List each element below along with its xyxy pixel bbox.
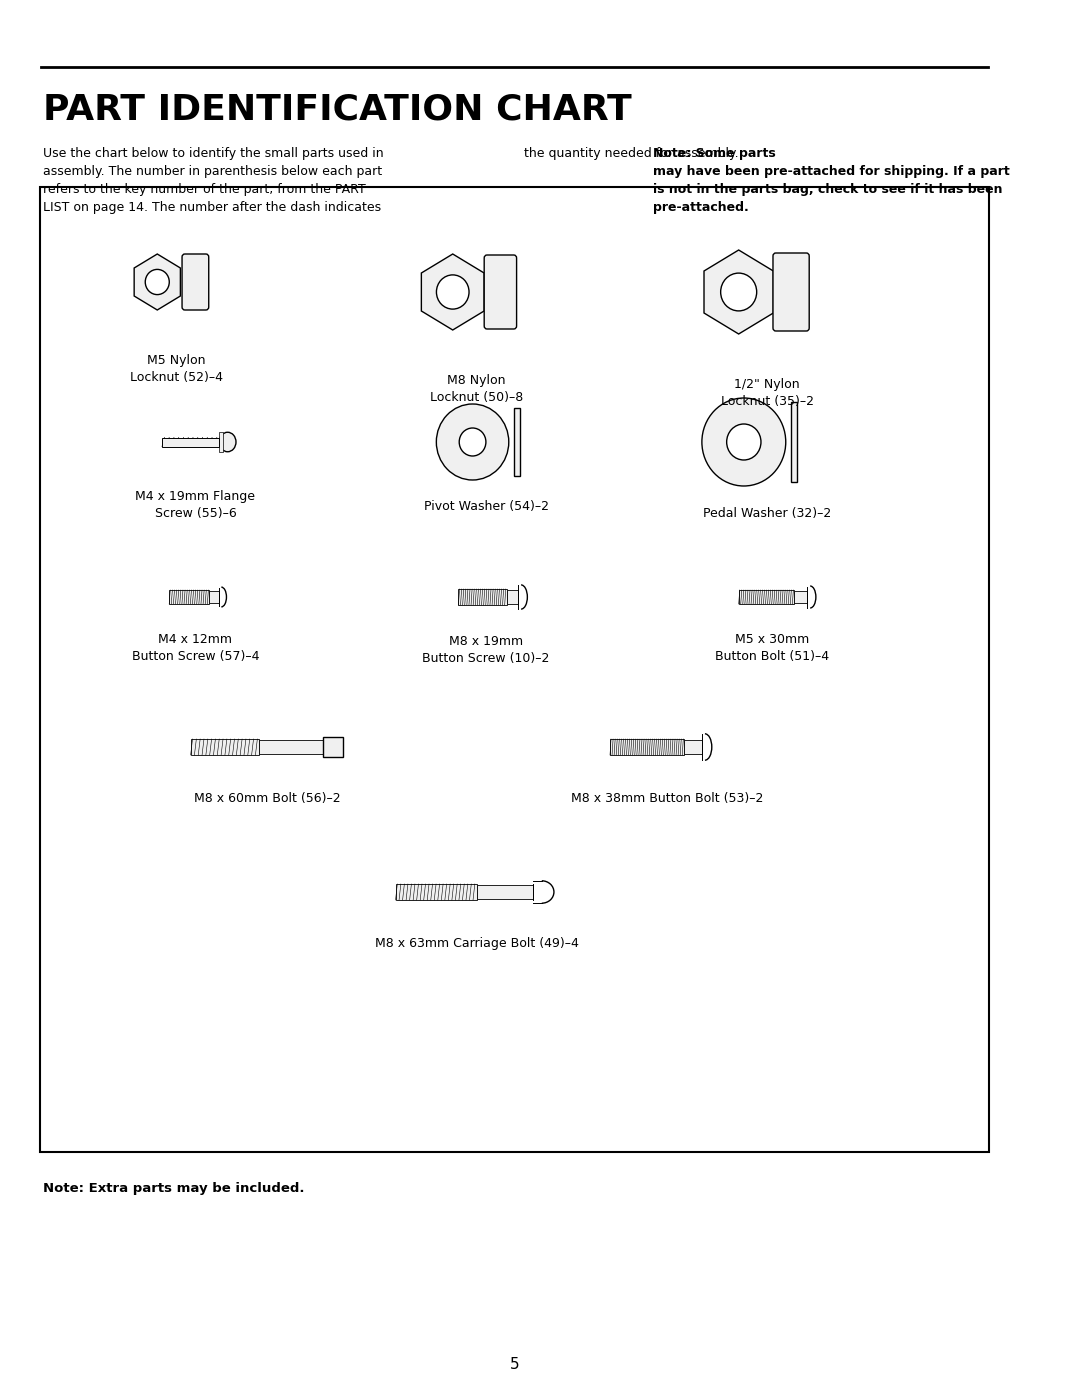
Circle shape <box>145 270 170 295</box>
Circle shape <box>702 398 786 486</box>
Bar <box>739 590 795 604</box>
Circle shape <box>459 427 486 455</box>
Text: M5 Nylon
Locknut (52)–4: M5 Nylon Locknut (52)–4 <box>130 353 222 384</box>
Text: M8 Nylon
Locknut (50)–8: M8 Nylon Locknut (50)–8 <box>430 374 523 404</box>
Text: M8 x 19mm
Button Screw (10)–2: M8 x 19mm Button Screw (10)–2 <box>422 636 550 665</box>
Bar <box>259 740 323 754</box>
FancyBboxPatch shape <box>791 402 797 482</box>
Bar <box>210 591 219 604</box>
Circle shape <box>720 272 757 312</box>
Text: M5 x 30mm
Button Bolt (51)–4: M5 x 30mm Button Bolt (51)–4 <box>715 633 829 664</box>
Bar <box>795 591 807 604</box>
Text: the quantity needed for assembly.: the quantity needed for assembly. <box>524 147 743 161</box>
Text: M8 x 63mm Carriage Bolt (49)–4: M8 x 63mm Carriage Bolt (49)–4 <box>375 937 579 950</box>
Polygon shape <box>134 254 180 310</box>
Text: Note: Some parts
may have been pre-attached for shipping. If a part
is not in th: Note: Some parts may have been pre-attac… <box>653 147 1010 214</box>
Bar <box>219 432 222 451</box>
Text: 5: 5 <box>510 1356 519 1372</box>
Circle shape <box>436 404 509 481</box>
FancyBboxPatch shape <box>514 408 521 476</box>
Bar <box>170 590 210 604</box>
Polygon shape <box>704 250 773 334</box>
Ellipse shape <box>219 432 237 451</box>
Bar <box>476 886 534 898</box>
Bar <box>162 437 219 447</box>
Circle shape <box>436 275 469 309</box>
Bar <box>610 739 685 754</box>
Text: PART IDENTIFICATION CHART: PART IDENTIFICATION CHART <box>43 92 632 126</box>
FancyBboxPatch shape <box>183 254 208 310</box>
Bar <box>323 738 343 757</box>
Text: 1/2" Nylon
Locknut (35)–2: 1/2" Nylon Locknut (35)–2 <box>720 379 813 408</box>
Bar <box>191 739 259 754</box>
Text: Use the chart below to identify the small parts used in
assembly. The number in : Use the chart below to identify the smal… <box>43 147 383 214</box>
Bar <box>458 590 507 605</box>
Text: M8 x 38mm Button Bolt (53)–2: M8 x 38mm Button Bolt (53)–2 <box>571 792 764 805</box>
Text: Note: Extra parts may be included.: Note: Extra parts may be included. <box>43 1182 305 1194</box>
Text: Pivot Washer (54)–2: Pivot Washer (54)–2 <box>423 500 549 513</box>
FancyBboxPatch shape <box>40 187 989 1153</box>
Circle shape <box>727 425 761 460</box>
Text: M8 x 60mm Bolt (56)–2: M8 x 60mm Bolt (56)–2 <box>193 792 340 805</box>
Text: Pedal Washer (32)–2: Pedal Washer (32)–2 <box>703 507 832 520</box>
Polygon shape <box>421 254 484 330</box>
Text: M4 x 12mm
Button Screw (57)–4: M4 x 12mm Button Screw (57)–4 <box>132 633 259 664</box>
Text: M4 x 19mm Flange
Screw (55)–6: M4 x 19mm Flange Screw (55)–6 <box>135 490 255 520</box>
Bar <box>507 590 518 604</box>
FancyBboxPatch shape <box>773 253 809 331</box>
Bar <box>395 884 476 900</box>
FancyBboxPatch shape <box>484 256 516 330</box>
Bar <box>685 740 702 754</box>
